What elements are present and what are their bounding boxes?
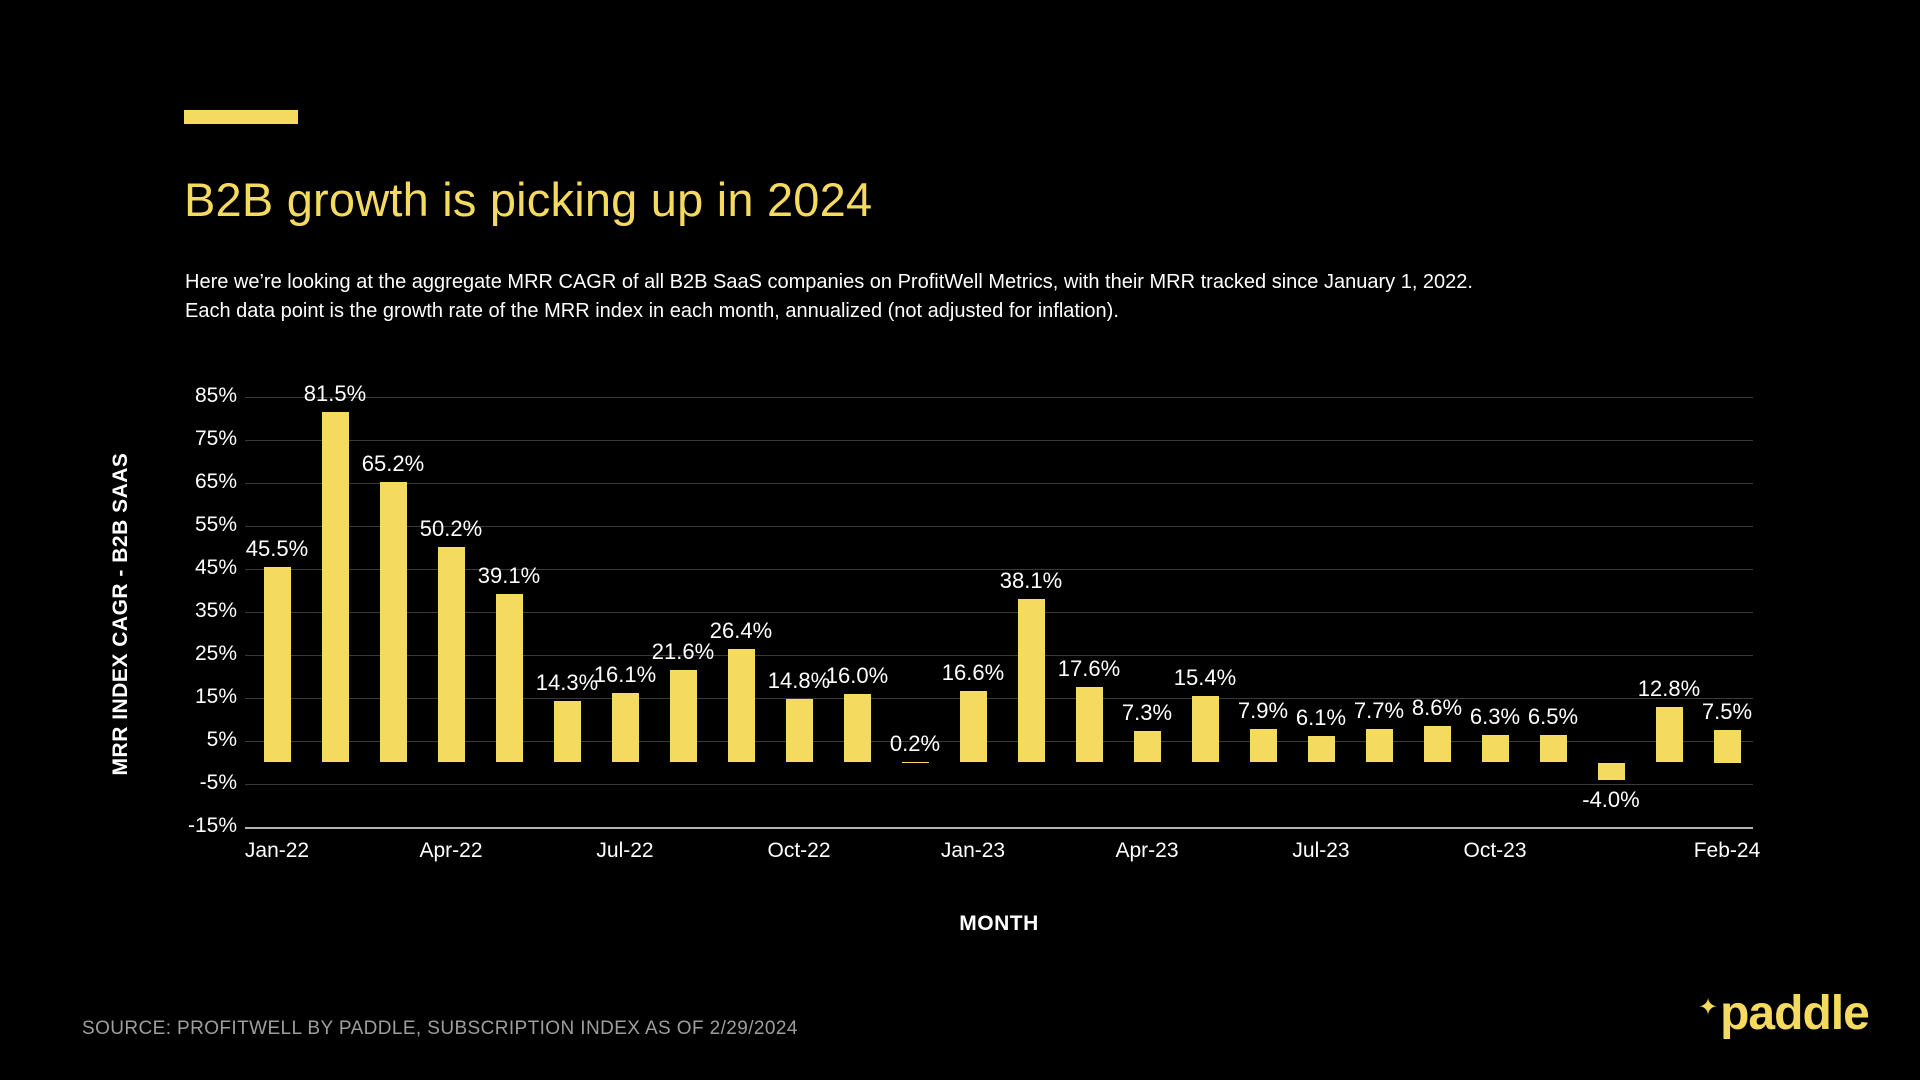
bar-value-label: 7.3% [1121,700,1173,726]
bar-value-label: 6.3% [1469,704,1521,730]
bar [263,566,291,763]
bar [843,693,871,763]
source-note: SOURCE: PROFITWELL BY PADDLE, SUBSCRIPTI… [82,1018,798,1039]
bar-value-label: 14.3% [535,670,599,695]
bar [1481,735,1509,763]
bar [1423,725,1451,763]
subtitle-line-2: Each data point is the growth rate of th… [185,300,1119,322]
gridline [245,655,1753,656]
bar-value-label: 15.4% [1173,665,1237,691]
x-tick-label: Oct-22 [767,839,831,862]
subtitle: Here we’re looking at the aggregate MRR … [185,268,1635,326]
paddle-logo-text: paddle [1720,987,1870,1040]
y-tick-label: 45% [194,556,237,579]
page-title: B2B growth is picking up in 2024 [184,173,873,226]
sparkle-icon: ✦ [1698,994,1719,1021]
y-tick-label: 25% [194,642,237,665]
y-tick-label: 55% [194,513,237,536]
bar [321,412,349,763]
x-tick-label: Feb-24 [1693,839,1761,862]
bar [1307,736,1335,763]
bar [611,693,639,763]
bar-value-label: 7.7% [1353,698,1405,724]
x-axis-title: MONTH [959,912,1039,935]
bar-value-label: 50.2% [419,515,483,541]
bar-value-label: 17.6% [1057,655,1121,681]
bar-value-label: 0.2% [889,730,941,756]
bar [1655,707,1683,763]
bar-value-label: 12.8% [1637,676,1701,702]
bar [1597,762,1625,780]
gridline [245,698,1753,699]
bar-value-label: 21.6% [651,638,715,664]
y-axis-title: MRR INDEX CAGR - B2B SAAS [109,452,132,776]
bar [553,701,581,763]
gridline [245,569,1753,570]
gridline [245,397,1753,398]
y-tick-label: -15% [187,814,237,837]
bar [437,546,465,763]
bar-value-label: 39.1% [477,563,541,589]
x-tick-label: Apr-22 [419,839,483,862]
paddle-logo: ✦ paddle [1698,987,1870,1040]
bar-value-label: -4.0% [1582,786,1640,812]
x-tick-label: Oct-23 [1463,839,1527,862]
bar-value-label: 38.1% [999,567,1063,593]
bar-value-label: 16.6% [941,660,1005,686]
bar [1249,728,1277,763]
bar [1713,730,1741,763]
bar [1133,731,1161,763]
gridline [245,483,1753,484]
y-tick-label: 15% [194,685,237,708]
gridline [245,827,1753,829]
bar-value-label: 26.4% [709,617,773,643]
bar [495,594,523,763]
gridline [245,741,1753,742]
bar-value-label: 7.5% [1701,699,1753,725]
gridline [245,526,1753,527]
bar-value-label: 7.9% [1237,697,1289,723]
bar [901,761,929,763]
bar-value-label: 16.0% [825,662,889,688]
subtitle-line-1: Here we’re looking at the aggregate MRR … [185,271,1473,293]
bar-value-label: 6.1% [1295,705,1347,731]
y-tick-label: 75% [194,427,237,450]
bar [1075,686,1103,763]
bar-value-label: 8.6% [1411,694,1463,720]
bar-value-label: 16.1% [593,662,657,688]
y-tick-label: -5% [199,771,237,794]
bar-value-label: 81.5% [303,381,367,407]
gridline [245,784,1753,785]
x-tick-label: Jul-22 [596,839,654,862]
y-tick-label: 85% [194,384,237,407]
bar-value-label: 6.5% [1527,703,1579,729]
bar-value-label: 14.8% [767,667,831,693]
bar [785,698,813,763]
gridline [245,440,1753,441]
x-tick-label: Jan-23 [940,839,1006,862]
y-tick-label: 35% [194,599,237,622]
x-tick-label: Jan-22 [244,839,310,862]
bar [379,482,407,763]
x-tick-label: Jul-23 [1292,839,1350,862]
bar [1017,598,1045,763]
accent-dash [184,110,298,124]
bar-value-label: 45.5% [245,535,309,561]
x-tick-label: Apr-23 [1115,839,1179,862]
bar [1365,729,1393,763]
bar [727,648,755,763]
gridline [245,612,1753,613]
bar [1191,696,1219,763]
bar [959,691,987,763]
bar-value-label: 65.2% [361,451,425,477]
y-tick-label: 5% [206,728,237,751]
bar [1539,734,1567,763]
y-tick-label: 65% [194,470,237,493]
bar [669,669,697,763]
